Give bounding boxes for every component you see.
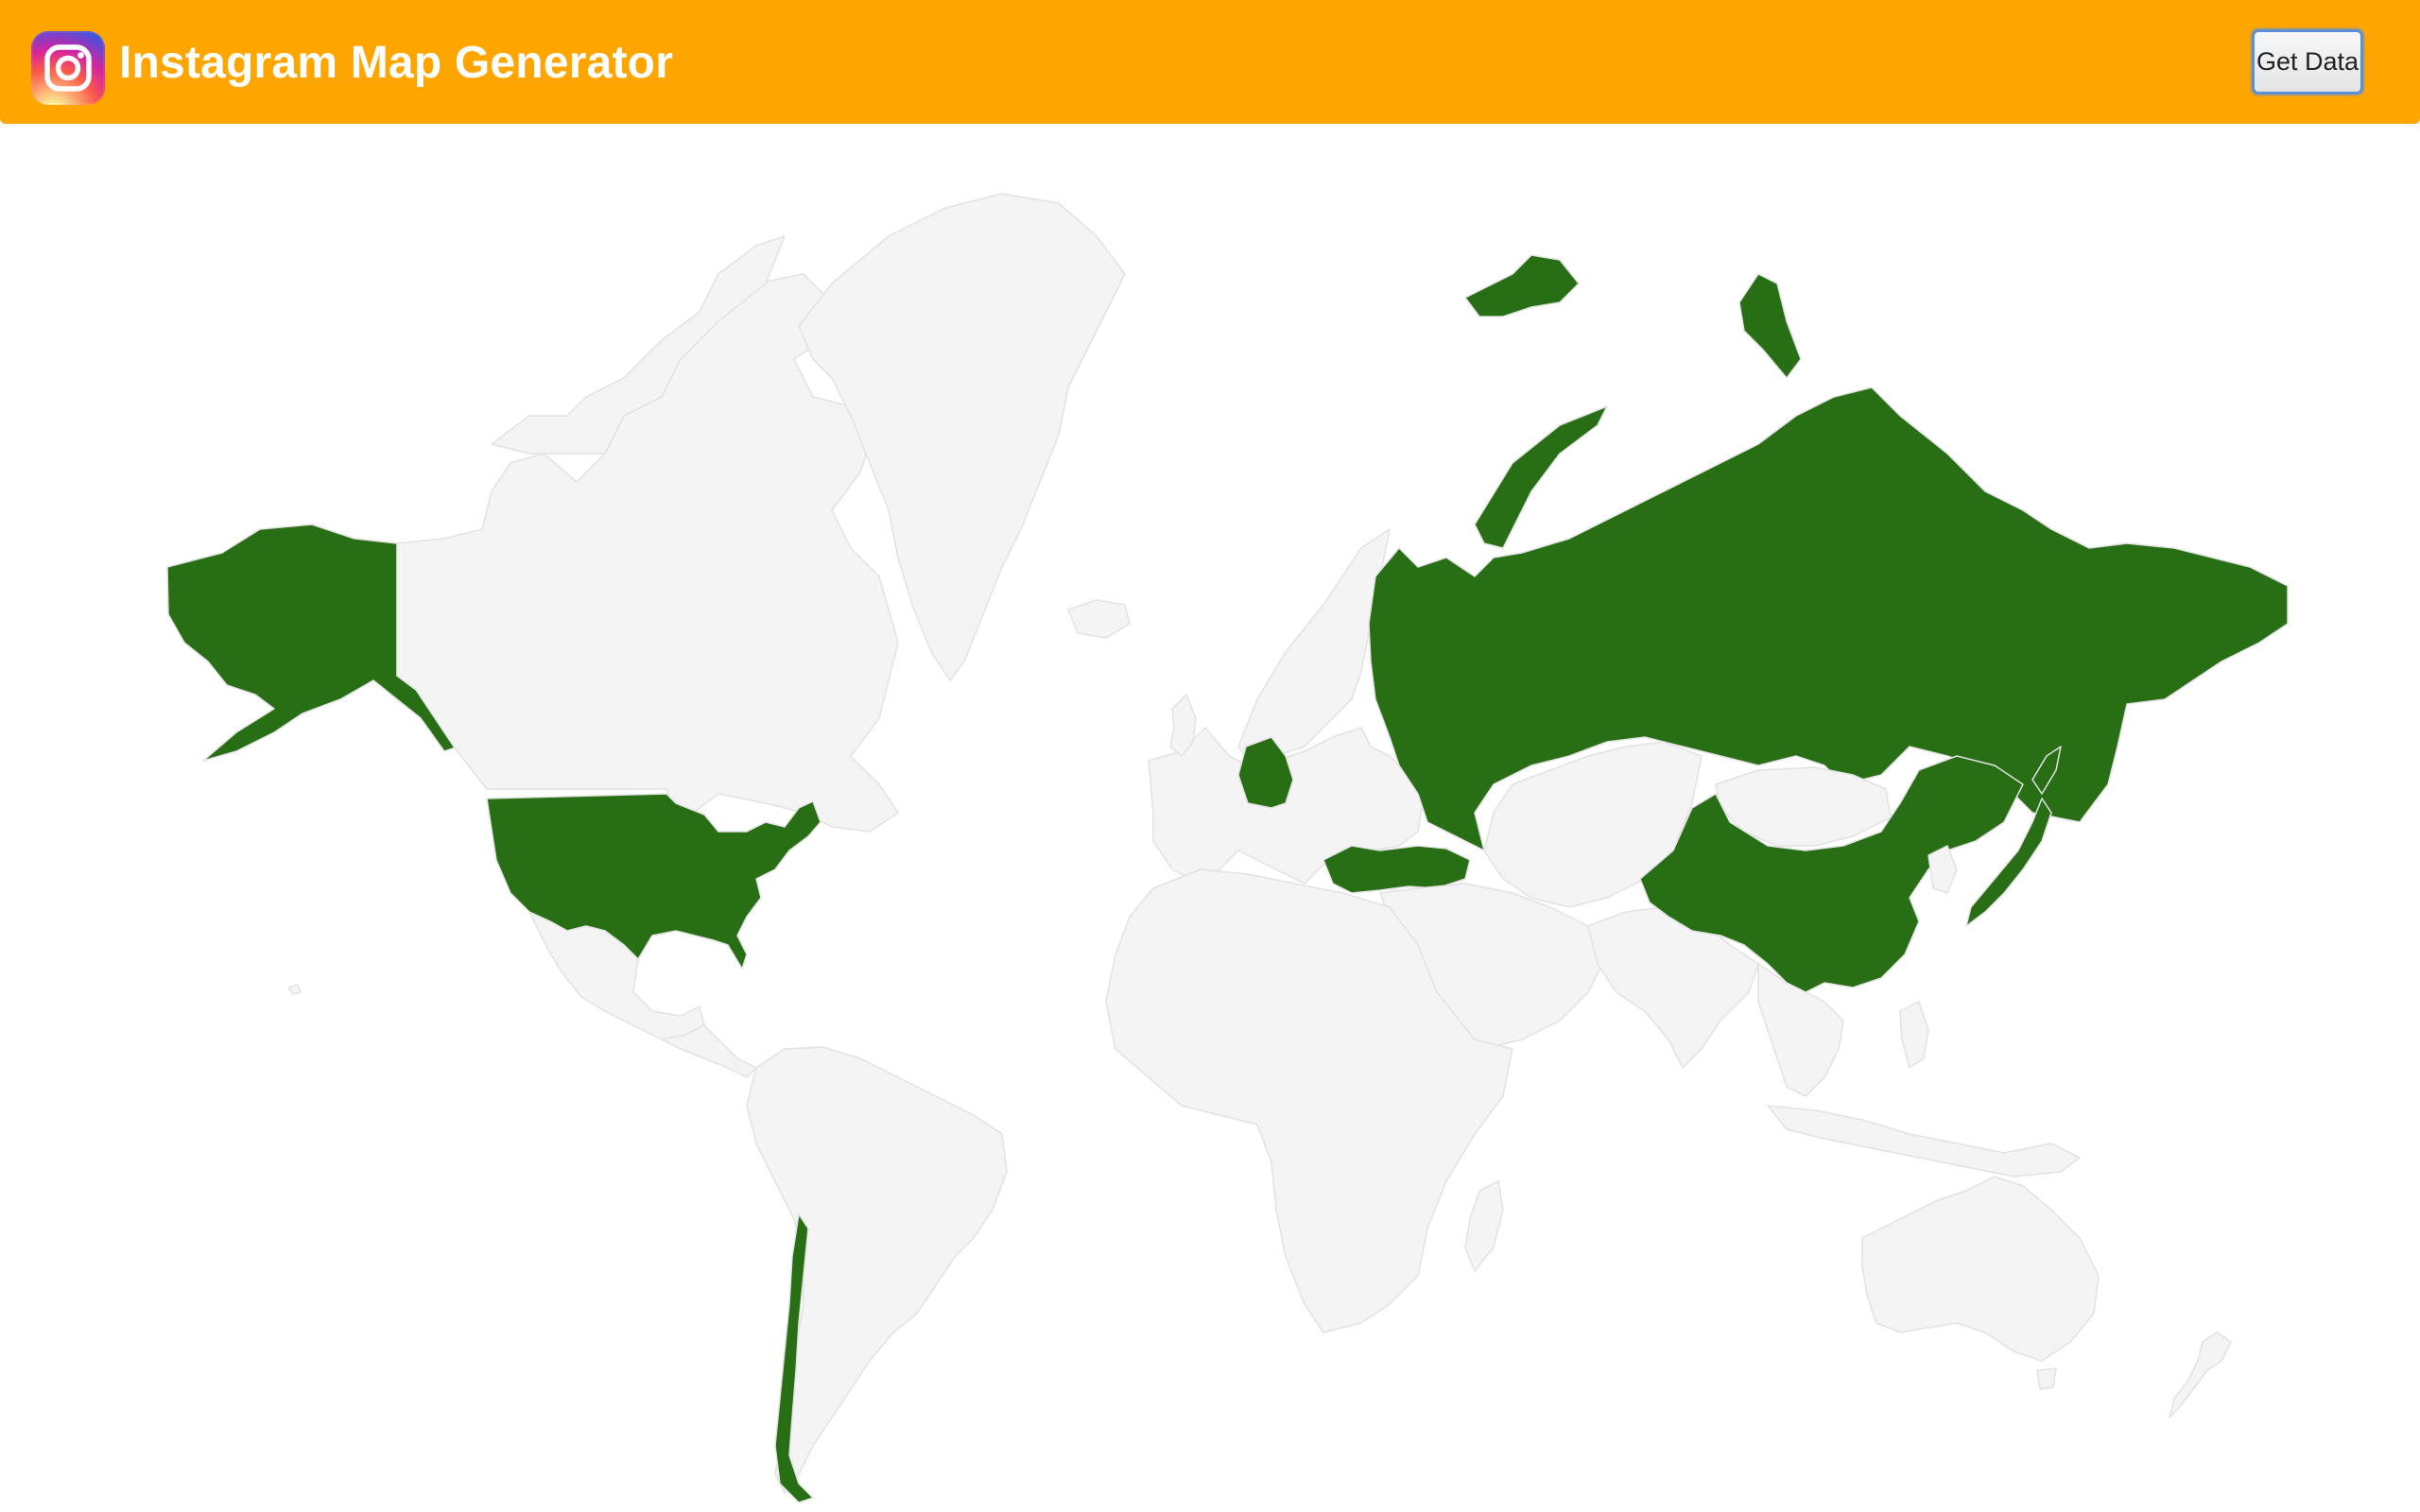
country-mexico[interactable] [528, 911, 705, 1040]
page-title: Instagram Map Generator [119, 38, 674, 88]
country-svalbard[interactable] [1464, 254, 1580, 318]
country-russia-islands-north[interactable] [1738, 273, 1802, 379]
instagram-icon [31, 31, 105, 105]
country-australia[interactable] [1861, 1176, 2100, 1362]
get-data-button[interactable]: Get Data [2252, 29, 2363, 94]
country-usa[interactable] [486, 793, 821, 970]
country-greenland[interactable] [798, 193, 1126, 681]
world-map [0, 124, 2420, 1512]
country-canada[interactable] [396, 273, 899, 833]
country-philippines[interactable] [1899, 1001, 1929, 1069]
country-central-asia[interactable] [1483, 741, 1703, 908]
country-canada-islands[interactable] [491, 235, 786, 455]
country-africa[interactable] [1105, 868, 1513, 1333]
country-alaska[interactable] [166, 524, 459, 762]
country-japan[interactable] [1965, 798, 2052, 927]
country-indonesia[interactable] [1767, 1105, 2081, 1177]
country-scandinavia[interactable] [1237, 528, 1391, 766]
country-russia-arctic-islands[interactable] [1474, 405, 1608, 549]
country-madagascar[interactable] [1464, 1180, 1504, 1272]
country-japan-north[interactable] [2031, 746, 2062, 795]
country-korea[interactable] [1927, 845, 1958, 894]
country-germany[interactable] [1237, 736, 1294, 809]
country-tasmania[interactable] [2036, 1367, 2057, 1390]
country-mongolia[interactable] [1715, 766, 1892, 847]
country-new-zealand[interactable] [2169, 1332, 2232, 1418]
country-hawaii[interactable] [287, 984, 302, 995]
app-header: Instagram Map Generator Get Data [0, 0, 2420, 124]
country-chile[interactable] [774, 1213, 814, 1503]
country-southeast-asia[interactable] [1757, 963, 1844, 1097]
country-iceland[interactable] [1067, 599, 1131, 639]
country-turkey[interactable] [1322, 845, 1471, 894]
country-russia[interactable] [1368, 387, 2289, 851]
country-uk[interactable] [1169, 694, 1197, 757]
